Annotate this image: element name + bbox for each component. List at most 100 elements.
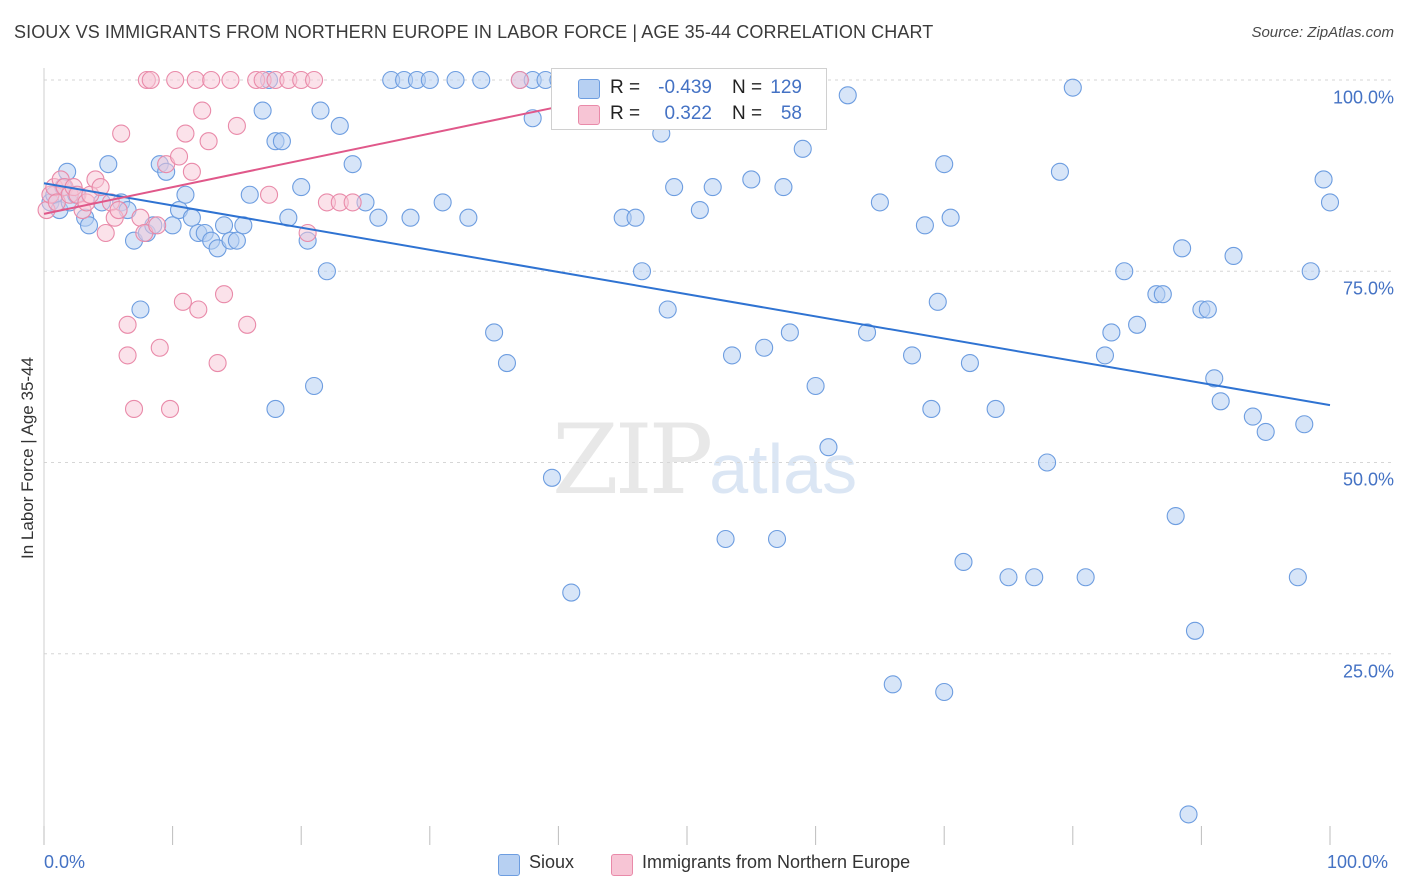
point-sioux <box>446 70 465 90</box>
bottom-legend-sioux: Sioux <box>529 852 575 872</box>
point-sioux <box>182 208 201 227</box>
point-sioux <box>1185 621 1205 640</box>
point-ne <box>112 124 131 143</box>
point-ne <box>259 185 279 204</box>
point-sioux <box>999 568 1018 587</box>
point-ne <box>182 162 201 181</box>
point-sioux <box>838 86 857 105</box>
point-sioux <box>806 376 825 396</box>
point-sioux <box>742 170 761 189</box>
legend-n-label: N = <box>732 77 763 98</box>
x-tick-label-min: 0.0% <box>44 852 86 872</box>
point-sioux <box>99 155 118 174</box>
point-sioux <box>954 552 973 572</box>
point-sioux <box>131 300 150 319</box>
point-ne <box>214 285 234 304</box>
point-sioux <box>665 178 684 197</box>
x-tick-label-max: 100.0% <box>1327 852 1389 872</box>
point-sioux <box>1211 392 1230 411</box>
point-ne <box>343 193 362 212</box>
point-sioux <box>780 323 799 342</box>
bottom-legend-ne: Immigrants from Northern Europe <box>642 852 911 872</box>
point-ne <box>186 70 205 90</box>
point-sioux <box>1295 415 1314 434</box>
point-ne <box>124 399 144 419</box>
point-ne <box>150 338 169 357</box>
point-sioux <box>819 438 838 457</box>
point-sioux <box>1095 346 1114 365</box>
point-sioux <box>176 185 195 204</box>
point-ne <box>208 353 227 373</box>
chart-title: SIOUX VS IMMIGRANTS FROM NORTHERN EUROPE… <box>14 22 934 42</box>
point-ne <box>305 70 324 90</box>
legend-r-value-ne: 0.322 <box>664 103 712 124</box>
point-sioux <box>1128 315 1147 334</box>
point-ne <box>238 315 257 334</box>
point-sioux <box>562 583 581 602</box>
bottom-legend-swatch-ne <box>611 854 633 876</box>
point-sioux <box>292 178 311 197</box>
point-sioux <box>433 193 452 212</box>
source-label: Source: ZipAtlas.com <box>1251 24 1394 41</box>
legend-n-value-ne: 58 <box>780 103 802 124</box>
point-ne <box>166 70 185 90</box>
point-ne <box>160 399 180 419</box>
point-sioux <box>941 208 960 227</box>
point-sioux <box>922 399 941 419</box>
point-sioux <box>1050 162 1069 181</box>
legend-r-label: R = <box>610 77 641 98</box>
point-sioux <box>485 323 504 342</box>
point-sioux <box>690 201 709 220</box>
point-sioux <box>401 208 420 227</box>
point-sioux <box>774 178 793 197</box>
legend-row-sioux: R = -0.439 N = 129 <box>552 75 826 101</box>
point-sioux <box>1224 246 1243 265</box>
point-ne <box>199 132 218 151</box>
point-sioux <box>902 346 922 365</box>
point-sioux <box>793 139 812 158</box>
point-sioux <box>253 101 272 120</box>
point-sioux <box>935 682 954 702</box>
point-sioux <box>1153 285 1172 304</box>
point-sioux <box>755 338 774 357</box>
legend-n-value-sioux: 129 <box>770 77 802 98</box>
point-sioux <box>767 529 787 549</box>
point-sioux <box>986 399 1005 419</box>
correlation-legend: R = -0.439 N = 129 R = 0.322 N = 58 <box>551 68 827 130</box>
point-sioux <box>857 323 877 342</box>
point-sioux <box>722 346 742 365</box>
point-sioux <box>311 101 330 120</box>
legend-swatch-sioux <box>578 79 600 99</box>
y-tick-label-25: 25.0% <box>1342 661 1394 682</box>
point-ne <box>193 101 212 120</box>
point-sioux <box>1243 407 1262 426</box>
legend-r-value-sioux: -0.439 <box>658 77 712 98</box>
point-sioux <box>935 155 954 174</box>
point-sioux <box>1063 78 1082 97</box>
point-sioux <box>420 70 439 90</box>
point-sioux <box>330 116 349 135</box>
point-sioux <box>272 132 291 151</box>
point-sioux <box>1301 262 1320 281</box>
y-tick-label-100: 100.0% <box>1332 87 1394 108</box>
legend-swatch-ne <box>578 105 600 125</box>
y-tick-label-75: 75.0% <box>1342 278 1394 299</box>
point-sioux <box>915 216 934 235</box>
point-sioux <box>1115 262 1134 281</box>
point-sioux <box>459 208 478 227</box>
point-ne <box>176 124 195 143</box>
point-sioux <box>214 216 234 235</box>
point-sioux <box>1102 323 1121 342</box>
point-ne <box>189 300 208 319</box>
point-sioux <box>1288 568 1307 587</box>
point-sioux <box>1179 805 1198 824</box>
point-sioux <box>163 216 182 235</box>
point-sioux <box>1166 506 1185 526</box>
point-sioux <box>1198 300 1217 319</box>
point-ne <box>118 346 137 365</box>
y-axis-label: In Labor Force | Age 35-44 <box>18 357 37 559</box>
point-ne <box>131 208 150 227</box>
point-sioux <box>79 216 99 235</box>
point-sioux <box>1320 193 1340 212</box>
